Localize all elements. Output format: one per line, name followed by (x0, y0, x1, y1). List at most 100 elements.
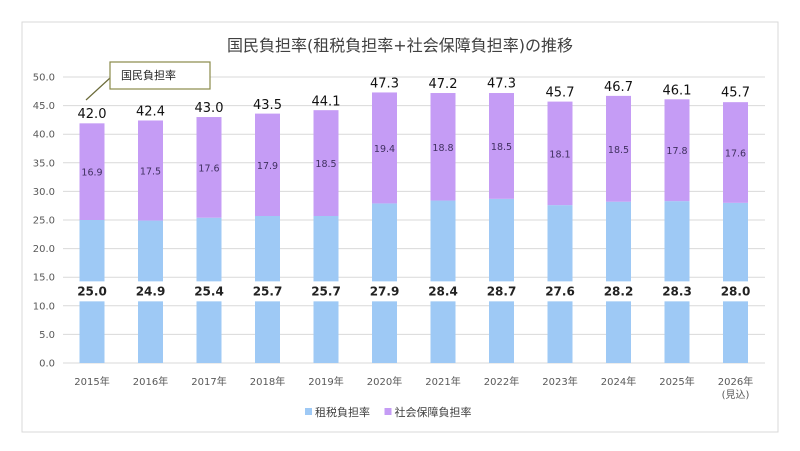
tax-value-label: 25.0 (77, 284, 107, 298)
x-tick-label: 2022年 (484, 375, 519, 388)
tax-value-label: 27.9 (370, 284, 400, 298)
bar-social-security (313, 110, 339, 216)
tax-value-label: 28.4 (428, 284, 458, 298)
total-value-label: 46.7 (604, 80, 633, 95)
total-value-label: 45.7 (546, 86, 575, 101)
y-tick-label: 30.0 (33, 187, 55, 198)
social-value-label: 19.4 (374, 144, 395, 155)
x-tick-label: 2016年 (133, 375, 168, 388)
chart-title: 国民負担率(租税負担率+社会保障負担率)の推移 (227, 36, 573, 55)
legend-swatch (305, 408, 312, 415)
tax-value-label: 25.7 (311, 284, 341, 298)
gridlines (63, 76, 765, 364)
tax-label-bg (598, 281, 639, 302)
x-tick-label: 2025年 (659, 375, 694, 388)
tax-value-label: 25.4 (194, 284, 224, 298)
tax-label-bg (657, 281, 697, 302)
social-value-label: 17.6 (198, 163, 219, 174)
social-value-label: 17.5 (140, 167, 161, 178)
bar-social-security (547, 101, 573, 206)
x-tick-label: 2021年 (425, 375, 460, 388)
tax-value-label: 24.9 (136, 284, 166, 298)
y-tick-label: 40.0 (33, 130, 55, 141)
tax-label-bg (364, 281, 405, 302)
bar-social-security (723, 102, 748, 203)
tax-label-bg (306, 281, 346, 302)
social-value-label: 18.5 (608, 145, 629, 156)
x-tick-label: 2018年 (250, 375, 285, 388)
annotation: 国民負担率 (85, 61, 211, 101)
tax-value-label: 27.6 (545, 284, 575, 298)
total-value-label: 46.1 (663, 83, 692, 98)
y-tick-label: 50.0 (33, 73, 55, 84)
bars: 25.0 16.9 42.0 24.9 17.5 42.4 25.4 17.6 43.0 25.7… (72, 76, 756, 363)
tax-label-bg (423, 281, 463, 302)
bar-social-security (196, 117, 222, 218)
social-value-label: 18.5 (315, 159, 336, 170)
total-value-label: 47.2 (429, 77, 458, 92)
bar-social-security (138, 120, 163, 221)
x-tick-label: 2023年 (542, 375, 577, 388)
total-value-label: 47.3 (370, 76, 399, 91)
x-tick-label: 2019年 (308, 375, 343, 388)
bar-social-security (79, 123, 105, 220)
social-value-label: 16.9 (81, 168, 102, 179)
social-value-label: 17.8 (666, 146, 687, 157)
social-value-label: 18.8 (432, 143, 453, 154)
bar-social-security (255, 113, 280, 216)
legend-label: 租税負担率 (315, 405, 370, 419)
y-tick-label: 35.0 (33, 158, 55, 169)
total-value-label: 47.3 (487, 76, 516, 91)
bar-social-security (430, 93, 456, 201)
annotation-text: 国民負担率 (121, 68, 176, 82)
x-tick-note: (見込) (722, 389, 750, 401)
total-value-label: 42.4 (136, 104, 165, 119)
tax-value-label: 28.3 (662, 284, 692, 298)
x-tick-label: 2026年 (718, 375, 753, 388)
social-value-label: 17.6 (725, 149, 746, 160)
tax-label-bg (189, 281, 229, 302)
tax-label-bg (130, 281, 171, 302)
social-value-label: 18.1 (549, 149, 570, 160)
annotation-leader-line (85, 77, 111, 101)
legend-swatch (384, 408, 392, 415)
y-tick-label: 45.0 (33, 101, 55, 112)
annotation-box (109, 61, 211, 90)
y-tick-label: 10.0 (33, 301, 55, 312)
bar-social-security (489, 93, 514, 199)
tax-value-label: 28.2 (604, 284, 634, 298)
tax-label-bg (247, 281, 288, 302)
y-tick-label: 5.0 (39, 330, 55, 341)
tax-value-label: 25.7 (253, 284, 283, 298)
tax-value-label: 28.0 (721, 284, 751, 298)
x-tick-label: 2020年 (367, 375, 402, 388)
y-tick-label: 0.0 (39, 359, 55, 370)
tax-label-bg (481, 281, 522, 302)
tax-label-bg (72, 281, 112, 302)
y-tick-label: 20.0 (33, 244, 55, 255)
x-tick-label: 2024年 (601, 375, 636, 388)
bar-social-security (372, 92, 397, 204)
y-axis: 0.0 5.0 10.0 15.0 20.0 25.0 30.0 35.0 40.0 45.0 50… (33, 73, 55, 370)
bar-social-security (606, 95, 631, 202)
total-value-label: 42.0 (78, 107, 107, 122)
bar-tax (489, 198, 514, 363)
y-tick-label: 15.0 (33, 273, 55, 284)
legend: 租税負担率 社会保障負担率 (305, 405, 472, 419)
bar-social-security (664, 99, 690, 202)
y-tick-label: 25.0 (33, 216, 55, 227)
social-value-label: 17.9 (257, 161, 278, 172)
social-value-label: 18.5 (491, 142, 512, 153)
tax-label-bg (540, 281, 580, 302)
total-value-label: 43.5 (253, 98, 282, 113)
legend-label: 社会保障負担率 (395, 405, 472, 419)
tax-label-bg (715, 281, 756, 302)
x-tick-label: 2015年 (74, 375, 109, 388)
tax-value-label: 28.7 (487, 284, 517, 298)
x-axis: 2015年 2016年 2017年 2018年 2019年 2020年 2021年 2022年… (74, 375, 753, 401)
x-tick-label: 2017年 (191, 375, 226, 388)
total-value-label: 45.7 (721, 86, 750, 101)
total-value-label: 44.1 (312, 95, 341, 110)
total-value-label: 43.0 (195, 101, 224, 116)
